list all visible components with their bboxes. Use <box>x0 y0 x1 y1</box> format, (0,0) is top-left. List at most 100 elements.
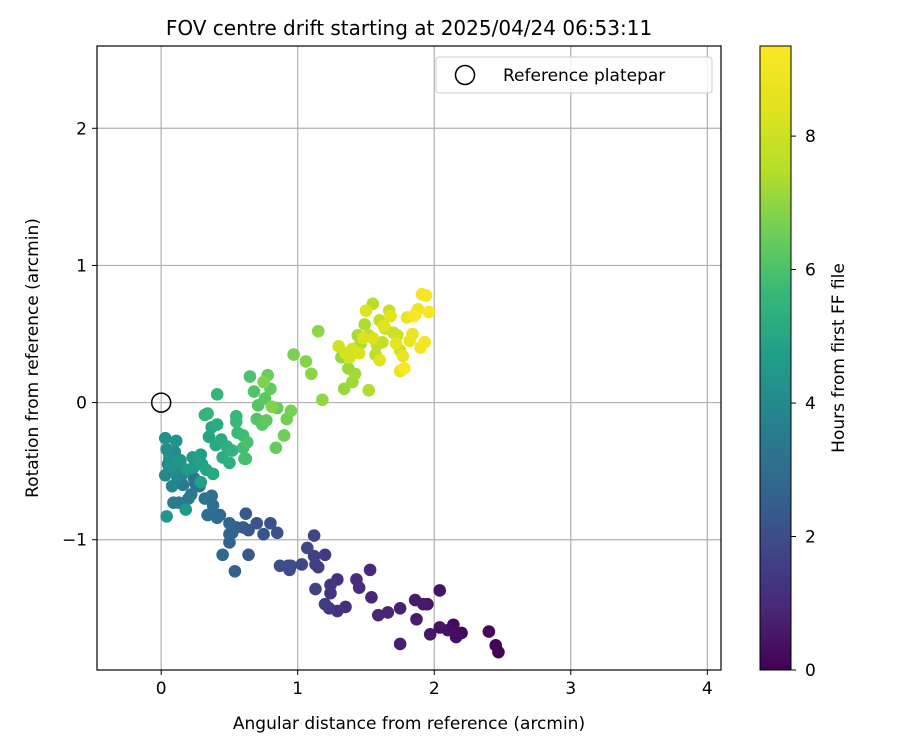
data-point <box>396 349 410 363</box>
data-point <box>165 479 179 493</box>
data-point <box>228 564 242 578</box>
data-point <box>376 335 389 349</box>
grid <box>97 46 721 670</box>
x-axis-label: Angular distance from reference (arcmin) <box>233 714 585 734</box>
data-point <box>419 289 433 302</box>
y-tick-label: 2 <box>76 119 87 139</box>
data-point <box>366 331 380 345</box>
data-point <box>216 548 229 562</box>
data-point <box>210 418 224 431</box>
data-point <box>373 353 386 367</box>
x-tick-label: 2 <box>429 679 440 699</box>
data-point <box>352 346 366 360</box>
chart-title: FOV centre drift starting at 2025/04/24 … <box>166 16 652 40</box>
data-point <box>269 441 283 455</box>
legend-marker-icon <box>454 64 476 86</box>
x-tick-label: 4 <box>702 679 713 699</box>
data-point <box>318 548 332 562</box>
data-point <box>260 414 273 427</box>
data-point <box>179 503 193 516</box>
data-point <box>223 527 236 541</box>
data-point <box>384 309 397 323</box>
data-point <box>359 304 373 317</box>
reference-platepar-marker <box>150 392 172 413</box>
x-axis-ticks: 0 1 2 3 4 <box>156 670 713 699</box>
data-point <box>240 436 254 449</box>
data-point <box>210 511 224 525</box>
data-point <box>377 319 391 333</box>
data-point <box>169 434 183 448</box>
data-point <box>158 468 172 482</box>
data-point <box>365 591 378 604</box>
data-point <box>299 355 313 368</box>
data-point <box>350 573 363 586</box>
data-point <box>277 429 291 442</box>
data-point <box>194 475 208 489</box>
data-point <box>242 548 255 562</box>
data-point <box>309 582 322 596</box>
data-point <box>247 385 261 398</box>
data-point <box>194 448 208 461</box>
data-point <box>167 496 180 509</box>
data-point <box>201 508 214 522</box>
data-point <box>305 367 318 381</box>
x-tick-label: 3 <box>565 679 576 699</box>
colorbar-label: Hours from first FF file <box>829 263 849 453</box>
data-point <box>160 510 173 523</box>
colorbar: 0 2 4 6 8 Hours from first FF file <box>759 45 849 681</box>
data-point <box>363 563 377 577</box>
y-tick-label: 0 <box>76 394 87 414</box>
data-point <box>489 639 503 652</box>
data-point <box>324 578 337 592</box>
plot-frame <box>96 45 722 671</box>
data-point <box>371 608 385 622</box>
colorbar-tick-label: 2 <box>805 528 816 548</box>
colorbar-tick-label: 4 <box>805 394 816 414</box>
data-point <box>173 453 187 467</box>
colorbar-tick-label: 0 <box>805 661 816 681</box>
data-point <box>223 456 236 470</box>
data-point <box>225 444 239 457</box>
x-tick-label: 1 <box>292 679 303 699</box>
data-point <box>198 492 212 505</box>
data-point <box>389 337 403 350</box>
legend-entry-label: Reference platepar <box>503 66 665 86</box>
data-point <box>406 327 419 341</box>
scatter-points <box>158 287 505 659</box>
data-point <box>270 526 284 540</box>
data-point <box>410 612 423 626</box>
data-point <box>358 318 371 331</box>
data-point <box>206 467 220 481</box>
data-point <box>393 637 407 651</box>
data-point <box>315 393 329 407</box>
data-point <box>198 408 212 422</box>
colorbar-tick-label: 6 <box>805 261 816 281</box>
data-point <box>348 367 362 381</box>
data-point <box>229 415 243 429</box>
data-point <box>239 452 253 466</box>
y-tick-label: 1 <box>76 256 87 276</box>
y-tick-label: −1 <box>62 531 87 551</box>
data-point <box>407 309 421 323</box>
y-axis-label: Rotation from reference (arcmin) <box>23 218 43 498</box>
data-point <box>273 559 287 573</box>
colorbar-frame <box>759 45 792 671</box>
colorbar-tick-label: 8 <box>805 127 816 147</box>
data-point <box>356 331 370 345</box>
data-point <box>318 597 332 611</box>
data-point <box>223 516 236 530</box>
data-point <box>243 370 257 383</box>
data-point <box>311 324 325 338</box>
data-point <box>158 431 172 445</box>
y-axis-ticks: −1 0 1 2 <box>62 119 97 551</box>
data-point <box>397 361 411 375</box>
data-point <box>307 529 321 542</box>
data-point <box>418 335 432 349</box>
data-point <box>422 305 436 319</box>
data-point <box>433 621 447 634</box>
data-point <box>265 400 279 413</box>
colorbar-gradient <box>760 46 791 670</box>
data-point <box>287 348 300 361</box>
data-point <box>295 558 309 571</box>
